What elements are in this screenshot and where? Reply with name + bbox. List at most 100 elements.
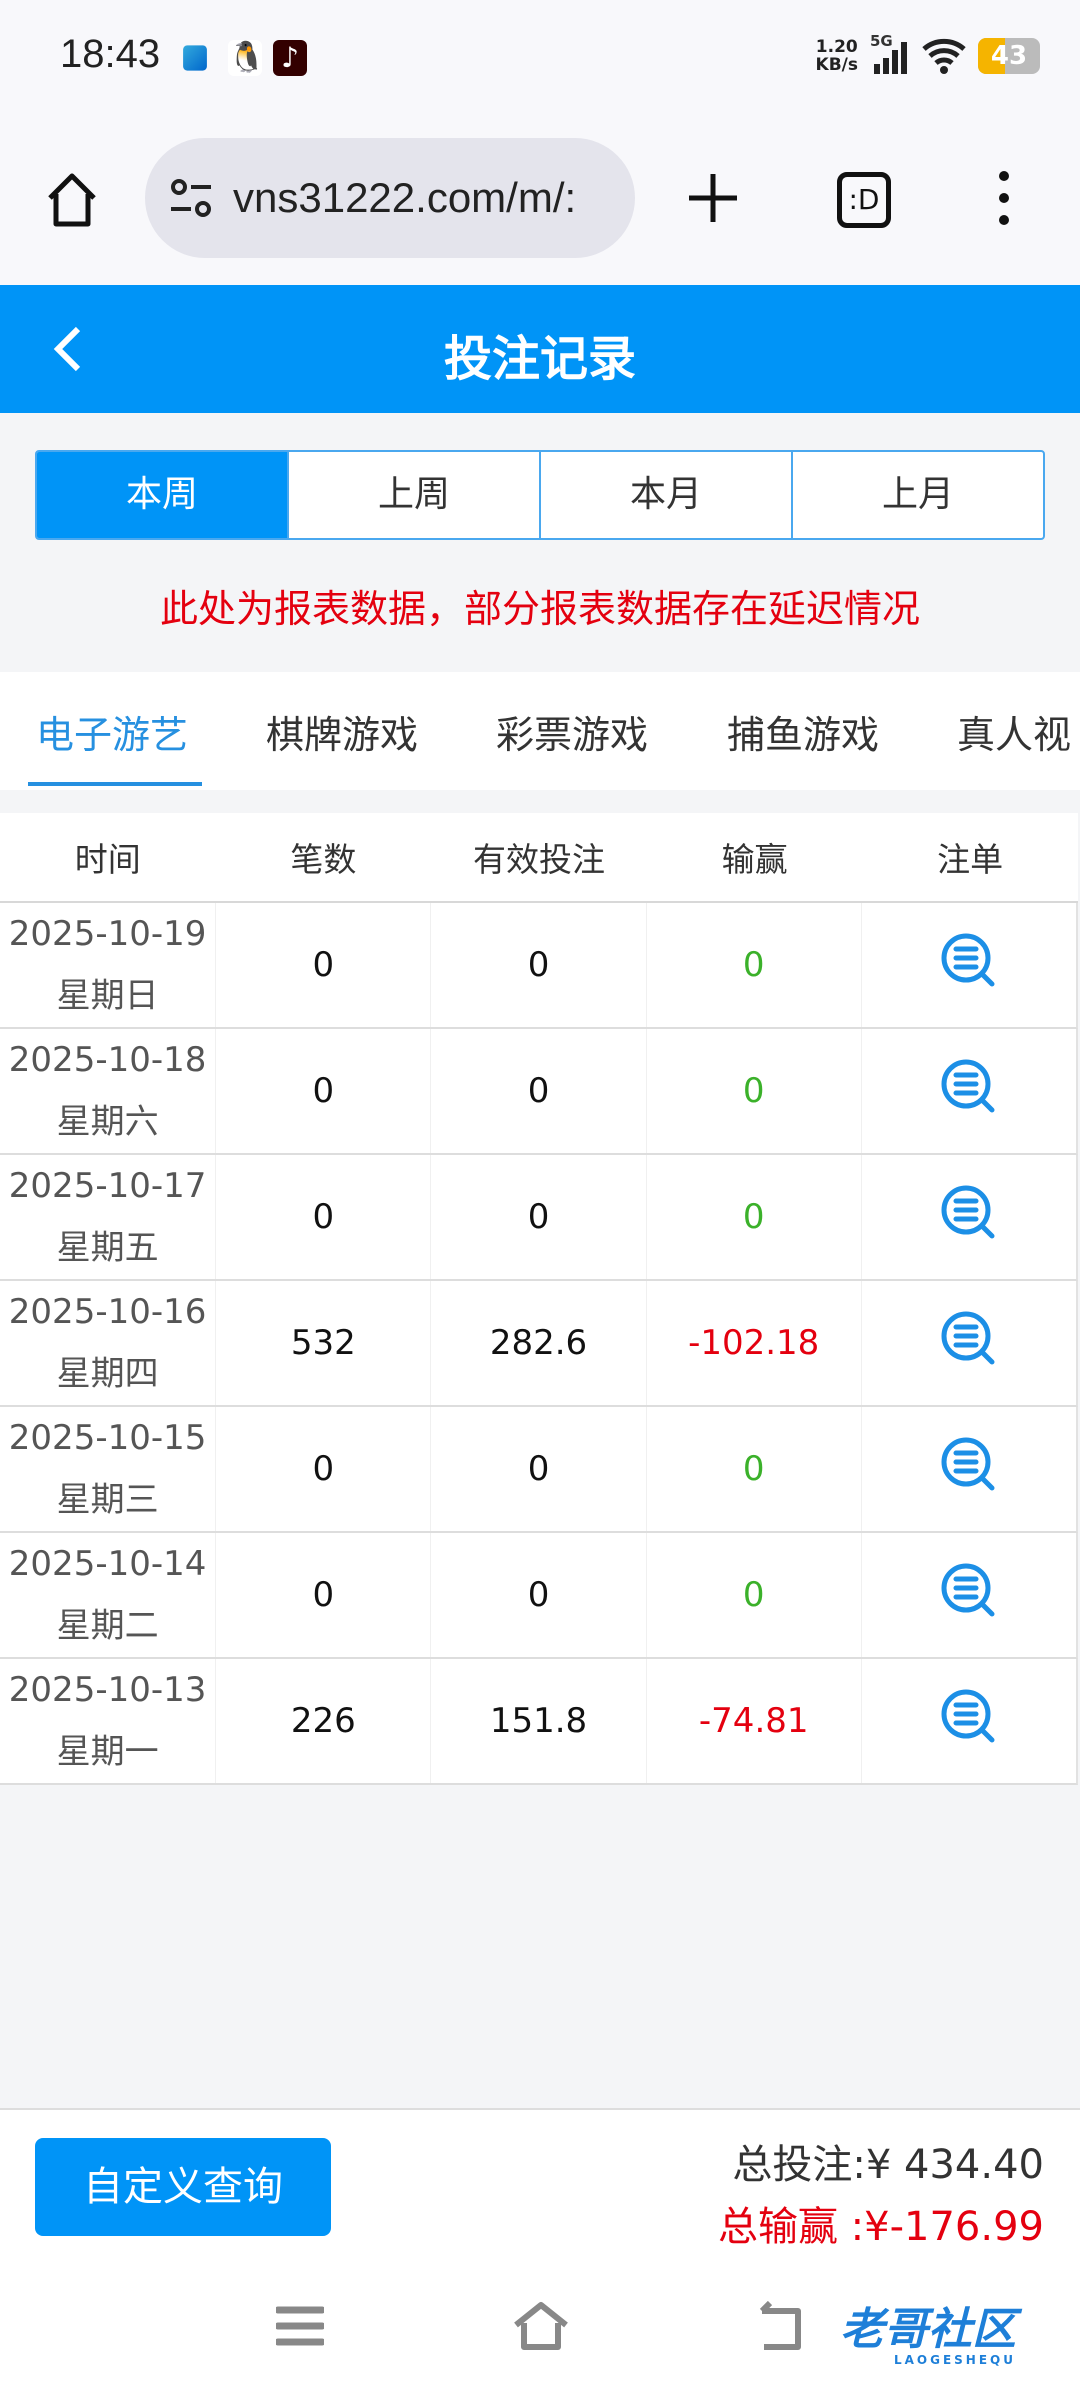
table-row: 2025-10-17 星期五 0 0 0 (0, 1155, 1078, 1281)
tab-this-month[interactable]: 本月 (539, 452, 791, 538)
view-bet-slip-button[interactable] (860, 1281, 1076, 1405)
row-valid-bet: 282.6 (430, 1281, 645, 1405)
tab-last-week[interactable]: 上周 (287, 452, 539, 538)
date-cell: 2025-10-19 星期日 (0, 903, 215, 1027)
search-list-icon (939, 931, 999, 1000)
url-text: vns31222.com/m/: (233, 174, 577, 221)
col-valid-bet: 有效投注 (472, 840, 605, 879)
row-count: 0 (215, 903, 430, 1027)
more-menu-icon[interactable] (994, 170, 1014, 226)
date-cell: 2025-10-16 星期四 (0, 1281, 215, 1405)
notice-text: 此处为报表数据，部分报表数据存在延迟情况 (159, 587, 920, 631)
qq-icon: 🐧 (228, 40, 266, 76)
total-win-loss: 总输赢 :¥-176.99 (717, 2204, 1044, 2250)
net-speed: 1.20 (815, 37, 858, 57)
date-cell: 2025-10-14 星期二 (0, 1533, 215, 1657)
row-valid-bet: 151.8 (430, 1659, 645, 1783)
date-cell: 2025-10-15 星期三 (0, 1407, 215, 1531)
watermark-logo: 老哥社区 LAOGESHEQU (840, 2304, 1016, 2367)
row-count: 0 (215, 1533, 430, 1657)
report-table: 时间 笔数 有效投注 输赢 注单 2025-10-19 星期日 0 0 0 202… (0, 813, 1078, 1785)
search-list-icon (939, 1561, 999, 1630)
tab-this-week[interactable]: 本周 (37, 452, 287, 538)
row-weekday: 星期日 (56, 976, 159, 1016)
tab-card-games[interactable]: 棋牌游戏 (266, 713, 419, 757)
row-weekday: 星期一 (56, 1732, 159, 1772)
row-valid-bet: 0 (430, 1029, 645, 1153)
new-tab-icon[interactable] (685, 170, 741, 226)
active-tab-underline (28, 782, 202, 786)
row-valid-bet: 0 (430, 1155, 645, 1279)
view-bet-slip-button[interactable] (860, 1407, 1076, 1531)
row-date: 2025-10-13 (8, 1670, 207, 1710)
row-valid-bet: 0 (430, 903, 645, 1027)
tab-live-video[interactable]: 真人视 (957, 713, 1072, 757)
custom-query-button[interactable]: 自定义查询 (35, 2138, 331, 2236)
status-bar: 18:43 🐧 ♪ 1.20 KB/s 5G 43 (0, 0, 1080, 120)
col-bet-slip: 注单 (937, 840, 1004, 879)
row-weekday: 星期五 (56, 1228, 159, 1268)
table-row: 2025-10-16 星期四 532 282.6 -102.18 (0, 1281, 1078, 1407)
row-win-loss: 0 (645, 1155, 861, 1279)
url-bar[interactable]: vns31222.com/m/: (145, 138, 635, 258)
row-valid-bet: 0 (430, 1407, 645, 1531)
tab-electronic-games[interactable]: 电子游艺 (36, 713, 189, 757)
row-win-loss: -74.81 (645, 1659, 861, 1783)
messaging-app-icon (183, 45, 207, 71)
category-tabs: 电子游艺 棋牌游戏 彩票游戏 捕鱼游戏 真人视 (0, 672, 1080, 790)
row-weekday: 星期四 (56, 1354, 159, 1394)
tab-lottery-games[interactable]: 彩票游戏 (496, 713, 649, 757)
row-weekday: 星期三 (56, 1480, 159, 1520)
search-list-icon (939, 1309, 999, 1378)
nav-home-icon[interactable] (512, 2301, 570, 2351)
row-win-loss: 0 (645, 1533, 861, 1657)
date-cell: 2025-10-13 星期一 (0, 1659, 215, 1783)
row-count: 0 (215, 1407, 430, 1531)
row-win-loss: -102.18 (645, 1281, 861, 1405)
tab-fishing-games[interactable]: 捕鱼游戏 (727, 713, 880, 757)
table-row: 2025-10-18 星期六 0 0 0 (0, 1029, 1078, 1155)
row-count: 0 (215, 1029, 430, 1153)
site-settings-icon[interactable] (169, 175, 215, 221)
row-weekday: 星期六 (56, 1102, 159, 1142)
table-header: 时间 笔数 有效投注 输赢 注单 (0, 813, 1078, 903)
tabs-button[interactable]: :D (837, 172, 891, 228)
view-bet-slip-button[interactable] (860, 1533, 1076, 1657)
battery-icon: 43 (978, 38, 1040, 74)
view-bet-slip-button[interactable] (860, 903, 1076, 1027)
search-list-icon (939, 1435, 999, 1504)
tab-last-month[interactable]: 上月 (791, 452, 1043, 538)
home-icon[interactable] (42, 170, 102, 230)
table-row: 2025-10-14 星期二 0 0 0 (0, 1533, 1078, 1659)
system-nav-bar: 老哥社区 LAOGESHEQU (0, 2263, 1080, 2388)
row-date: 2025-10-16 (8, 1292, 207, 1332)
table-row: 2025-10-19 星期日 0 0 0 (0, 903, 1078, 1029)
recent-apps-icon[interactable] (276, 2305, 324, 2347)
row-date: 2025-10-18 (8, 1040, 207, 1080)
total-bet: 总投注:¥ 434.40 (732, 2142, 1044, 2188)
view-bet-slip-button[interactable] (860, 1659, 1076, 1783)
view-bet-slip-button[interactable] (860, 1155, 1076, 1279)
table-row: 2025-10-15 星期三 0 0 0 (0, 1407, 1078, 1533)
row-count: 0 (215, 1155, 430, 1279)
row-date: 2025-10-14 (8, 1544, 207, 1584)
network-type: 5G (870, 32, 893, 50)
row-date: 2025-10-19 (8, 914, 207, 954)
search-list-icon (939, 1183, 999, 1252)
row-date: 2025-10-17 (8, 1166, 207, 1206)
page-title: 投注记录 (443, 331, 636, 387)
back-icon[interactable] (48, 323, 88, 375)
row-count: 226 (215, 1659, 430, 1783)
browser-toolbar: vns31222.com/m/: :D (0, 120, 1080, 285)
nav-back-icon[interactable] (754, 2301, 804, 2351)
row-win-loss: 0 (645, 1407, 861, 1531)
row-valid-bet: 0 (430, 1533, 645, 1657)
row-count: 532 (215, 1281, 430, 1405)
date-cell: 2025-10-18 星期六 (0, 1029, 215, 1153)
table-row: 2025-10-13 星期一 226 151.8 -74.81 (0, 1659, 1078, 1785)
signal-icon: 5G (870, 32, 910, 76)
footer-bar: 自定义查询 总投注:¥ 434.40 总输赢 :¥-176.99 (0, 2108, 1080, 2263)
view-bet-slip-button[interactable] (860, 1029, 1076, 1153)
row-date: 2025-10-15 (8, 1418, 207, 1458)
col-count: 笔数 (290, 840, 357, 879)
